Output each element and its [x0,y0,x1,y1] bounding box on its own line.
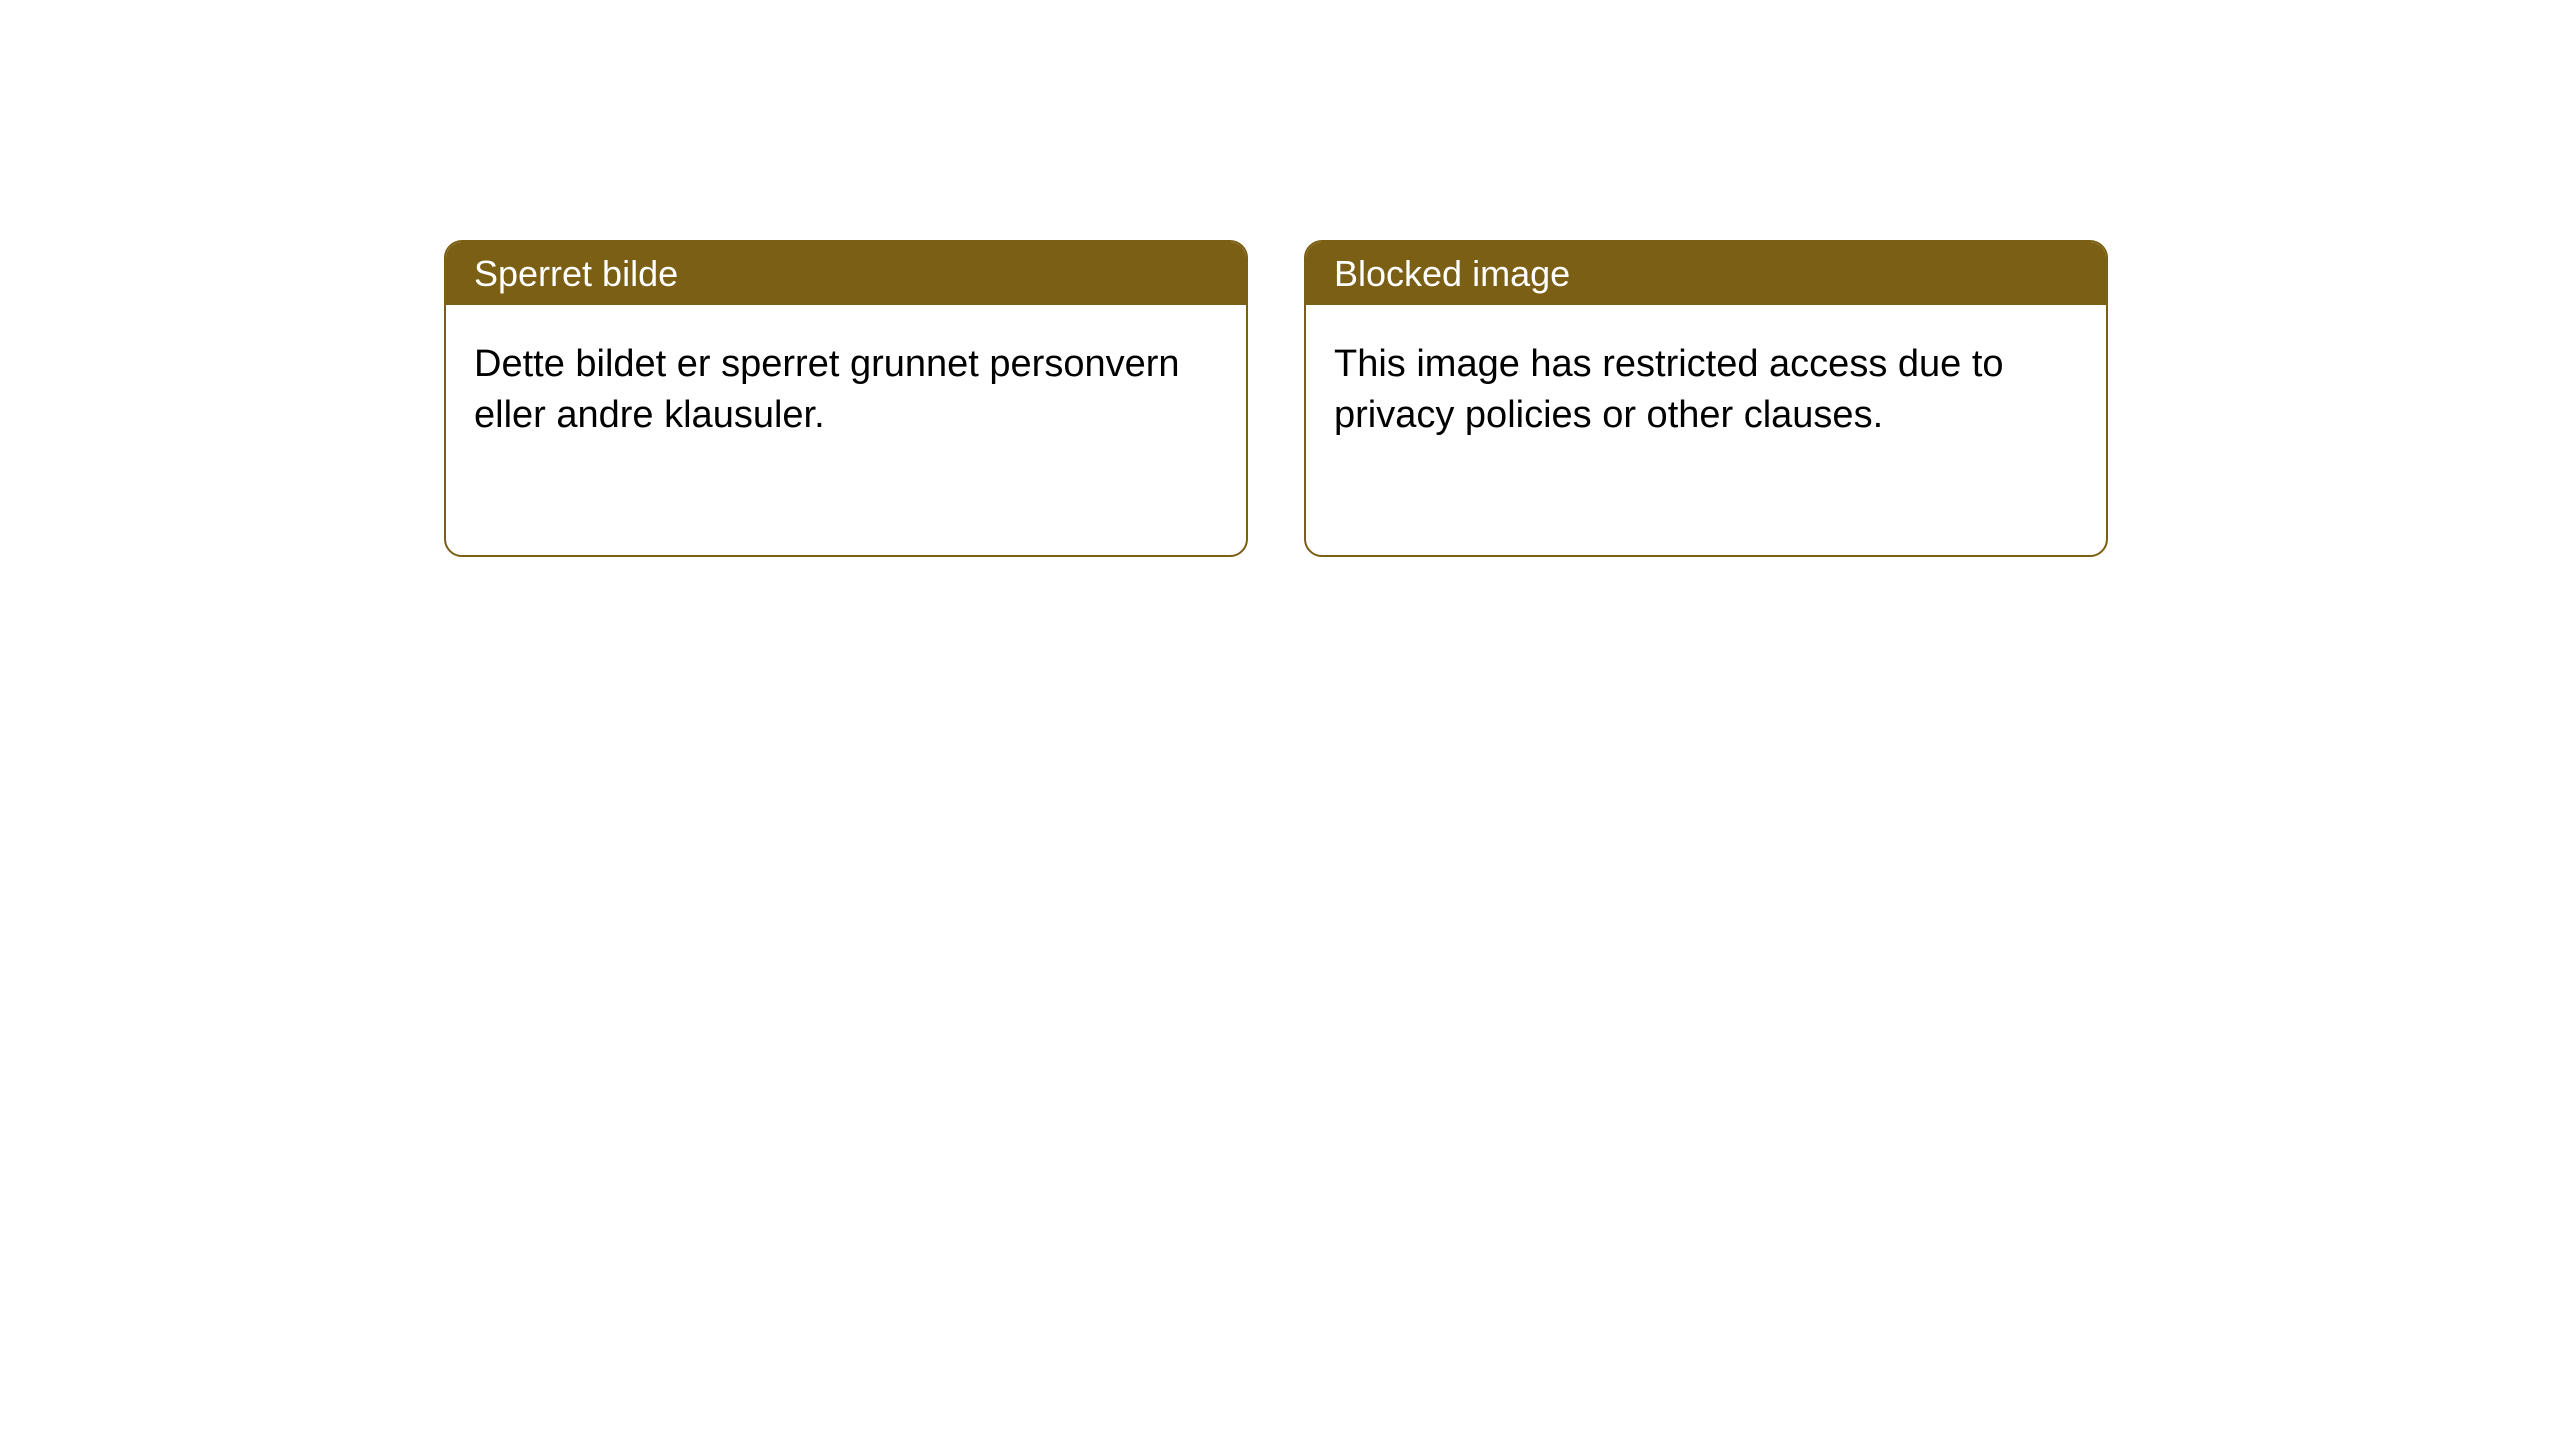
notice-header: Blocked image [1306,242,2106,305]
notice-title: Sperret bilde [474,253,678,294]
notice-container: Sperret bilde Dette bildet er sperret gr… [0,0,2560,557]
notice-card-norwegian: Sperret bilde Dette bildet er sperret gr… [444,240,1248,557]
notice-header: Sperret bilde [446,242,1246,305]
notice-title: Blocked image [1334,253,1570,294]
notice-text: Dette bildet er sperret grunnet personve… [474,343,1180,436]
notice-card-english: Blocked image This image has restricted … [1304,240,2108,557]
notice-text: This image has restricted access due to … [1334,343,2004,436]
notice-body: This image has restricted access due to … [1306,305,2106,555]
notice-body: Dette bildet er sperret grunnet personve… [446,305,1246,555]
